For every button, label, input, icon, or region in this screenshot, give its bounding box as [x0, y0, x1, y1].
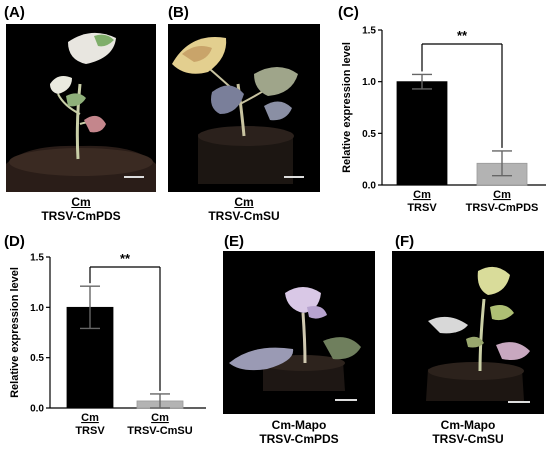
caption-e-top: Cm-Mapo — [271, 418, 327, 432]
y-tick-label-c-1: 0.5 — [362, 129, 376, 140]
caption-f-bottom: TRSV-CmSU — [432, 432, 504, 446]
chart-panel-d: Relative expression level 0.0 0.5 1.0 1.5 Cm T… — [4, 250, 210, 445]
caption-panel-f: Cm-Mapo TRSV-CmSU — [392, 418, 544, 446]
y-axis-label-c: Relative expression level — [341, 42, 353, 173]
photo-panel-f — [392, 251, 544, 414]
category-label-top-c-0: Cm — [413, 189, 431, 201]
panel-letter-b: (B) — [168, 4, 189, 21]
panel-letter-e: (E) — [224, 233, 244, 250]
y-tick-label-c-0: 0.0 — [362, 181, 376, 192]
panel-letter-f: (F) — [395, 233, 415, 250]
panel-letter-c: (C) — [338, 4, 359, 21]
chart-panel-c: Relative expression level 0.0 0.5 1.0 1.5 Cm T… — [336, 22, 548, 222]
caption-panel-a: Cm TRSV-CmPDS — [6, 195, 156, 223]
category-label-bottom-d-0: TRSV — [75, 425, 105, 437]
y-tick-label-d-0: 0.0 — [30, 404, 44, 415]
y-tick-label-d-2: 1.0 — [30, 303, 44, 314]
caption-b-bottom: TRSV-CmSU — [208, 209, 280, 223]
y-tick-label-c-3: 1.5 — [362, 26, 376, 37]
category-label-bottom-c-0: TRSV — [407, 202, 437, 214]
significance-label-d: ** — [120, 251, 131, 266]
caption-panel-b: Cm TRSV-CmSU — [168, 195, 320, 223]
category-label-top-d-1: Cm — [151, 412, 169, 424]
category-label-bottom-c-1: TRSV-CmPDS — [466, 202, 539, 214]
photo-panel-e — [223, 251, 375, 414]
caption-a-bottom: TRSV-CmPDS — [41, 209, 121, 223]
y-tick-label-d-1: 0.5 — [30, 353, 44, 364]
category-label-top-d-0: Cm — [81, 412, 99, 424]
y-tick-label-d-3: 1.5 — [30, 253, 44, 264]
caption-a-top: Cm — [71, 195, 91, 209]
bar-chart-c: Relative expression level0.00.51.01.5CmT… — [341, 26, 546, 214]
bar-chart-d: Relative expression level0.00.51.01.5CmT… — [9, 251, 206, 437]
category-label-top-c-1: Cm — [493, 189, 511, 201]
panel-letter-d: (D) — [4, 233, 25, 250]
caption-f-top: Cm-Mapo — [440, 418, 496, 432]
significance-label-c: ** — [457, 28, 468, 43]
photo-panel-a — [6, 24, 156, 192]
panel-letter-a: (A) — [4, 4, 25, 21]
caption-b-top: Cm — [234, 195, 254, 209]
y-tick-label-c-2: 1.0 — [362, 77, 376, 88]
photo-panel-b — [168, 24, 320, 192]
caption-panel-e: Cm-Mapo TRSV-CmPDS — [223, 418, 375, 446]
caption-e-bottom: TRSV-CmPDS — [259, 432, 339, 446]
bar-c-0 — [396, 81, 448, 186]
category-label-bottom-d-1: TRSV-CmSU — [127, 425, 192, 437]
y-axis-label-d: Relative expression level — [9, 267, 21, 398]
